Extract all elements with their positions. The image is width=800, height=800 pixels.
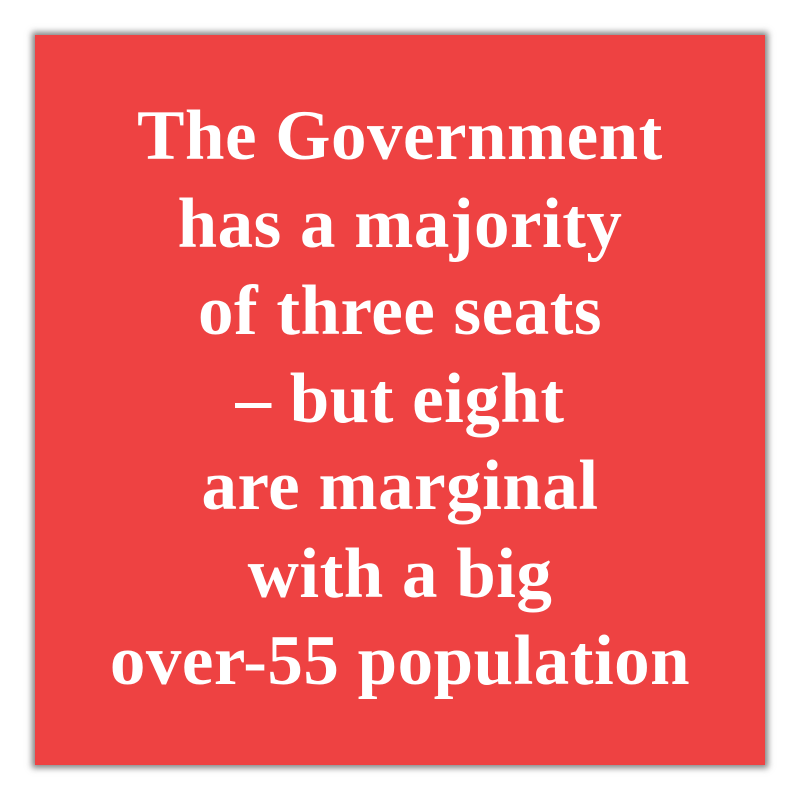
quote-line: over-55 population xyxy=(109,622,691,700)
quote-text: The Government has a majority of three s… xyxy=(35,93,765,706)
quote-line: has a majority xyxy=(177,184,623,263)
quote-line: with a big xyxy=(247,534,553,613)
quote-line: of three seats xyxy=(198,272,602,350)
quote-line: The Government xyxy=(137,97,663,175)
quote-line: – but eight xyxy=(235,359,565,438)
quote-line: are marginal xyxy=(201,447,599,525)
quote-card: The Government has a majority of three s… xyxy=(35,35,765,765)
